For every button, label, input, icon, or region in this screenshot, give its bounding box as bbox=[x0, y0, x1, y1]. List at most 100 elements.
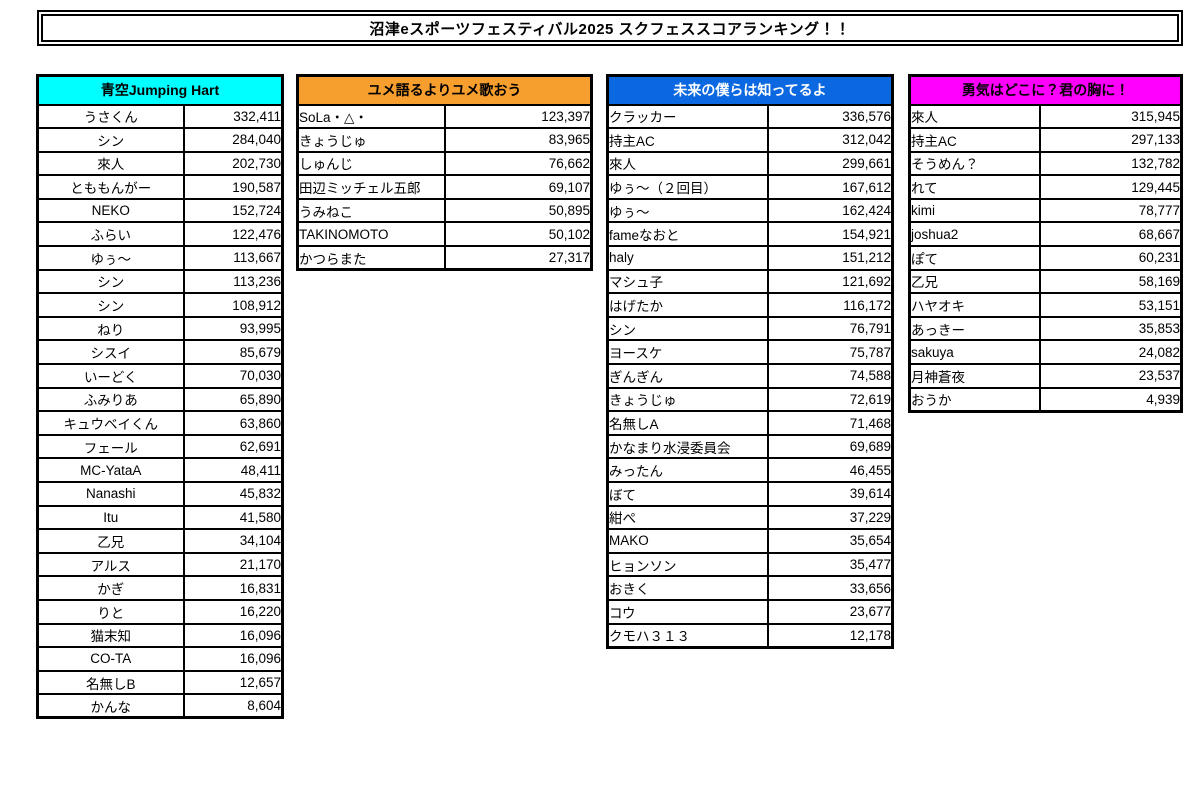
score-row: ハヤオキ 53,151 bbox=[908, 292, 1183, 318]
player-name-cell: シン bbox=[36, 292, 185, 318]
score-row: ぽて 60,231 bbox=[908, 245, 1183, 271]
player-name-cell: kimi bbox=[908, 197, 1041, 224]
score-row: フェール 62,691 bbox=[36, 433, 284, 460]
player-score-cell: 76,662 bbox=[443, 150, 593, 177]
player-name-cell: MAKO bbox=[606, 528, 769, 554]
score-row: 月神蒼夜 23,537 bbox=[908, 363, 1183, 389]
score-row: キュウベイくん 63,860 bbox=[36, 410, 284, 436]
player-name-cell: ゆぅ～（２回目） bbox=[606, 174, 769, 200]
score-row: ゆぅ～（２回目） 167,612 bbox=[606, 174, 894, 200]
score-row: そうめん？ 132,782 bbox=[908, 150, 1183, 177]
player-score-cell: 53,151 bbox=[1038, 292, 1183, 318]
page-title: 沼津eスポーツフェスティバル2025 スクフェススコアランキング！！ bbox=[369, 20, 851, 38]
player-score-cell: 35,477 bbox=[766, 551, 894, 578]
player-name-cell: 持主AC bbox=[606, 127, 769, 153]
score-row: ねり 93,995 bbox=[36, 315, 284, 342]
player-score-cell: 41,580 bbox=[182, 504, 284, 531]
player-name-cell: かつらまた bbox=[296, 245, 446, 271]
player-score-cell: 12,178 bbox=[766, 622, 894, 649]
song-title-header: ユメ語るよりユメ歌おう bbox=[296, 74, 593, 106]
player-name-cell: 乙兄 bbox=[36, 528, 185, 554]
player-score-cell: 315,945 bbox=[1038, 103, 1183, 130]
score-row: CO-TA 16,096 bbox=[36, 646, 284, 672]
score-row: 名無しA 71,468 bbox=[606, 410, 894, 436]
score-row: マシュ子 121,692 bbox=[606, 268, 894, 295]
player-name-cell: 持主AC bbox=[908, 127, 1041, 153]
score-row: 名無しB 12,657 bbox=[36, 669, 284, 696]
player-score-cell: 16,096 bbox=[182, 622, 284, 649]
score-row: 來人 202,730 bbox=[36, 150, 284, 177]
player-score-cell: 129,445 bbox=[1038, 174, 1183, 200]
score-rows: SoLa・△・ 123,397 きょうじゅ 83,965 しゅんじ 76,662 田辺ミッチ… bbox=[296, 103, 593, 271]
player-score-cell: 202,730 bbox=[182, 150, 284, 177]
score-row: みったん 46,455 bbox=[606, 457, 894, 483]
score-row: ふらい 122,476 bbox=[36, 221, 284, 248]
player-score-cell: 37,229 bbox=[766, 504, 894, 531]
player-score-cell: 74,588 bbox=[766, 363, 894, 389]
score-row: かんな 8,604 bbox=[36, 693, 284, 719]
player-score-cell: 4,939 bbox=[1038, 386, 1183, 413]
song-table-yuuki-wa-doko-ni-kimi-no-mune-ni: 勇気はどこに？君の胸に！ 來人 315,945 持主AC 297,133 そうめん？ 13… bbox=[908, 74, 1183, 413]
player-name-cell: NEKO bbox=[36, 197, 185, 224]
player-score-cell: 162,424 bbox=[766, 197, 894, 224]
player-score-cell: 65,890 bbox=[182, 386, 284, 413]
player-name-cell: マシュ子 bbox=[606, 268, 769, 295]
player-score-cell: 71,468 bbox=[766, 410, 894, 436]
score-row: いーどく 70,030 bbox=[36, 363, 284, 389]
player-name-cell: MC-YataA bbox=[36, 457, 185, 483]
score-row: ぎんぎん 74,588 bbox=[606, 363, 894, 389]
song-title-header: 未来の僕らは知ってるよ bbox=[606, 74, 894, 106]
song-title-header: 勇気はどこに？君の胸に！ bbox=[908, 74, 1183, 106]
score-row: シン 76,791 bbox=[606, 315, 894, 342]
player-name-cell: 來人 bbox=[606, 150, 769, 177]
player-score-cell: 69,689 bbox=[766, 433, 894, 460]
score-row: 來人 315,945 bbox=[908, 103, 1183, 130]
player-score-cell: 45,832 bbox=[182, 481, 284, 507]
player-score-cell: 27,317 bbox=[443, 245, 593, 271]
player-score-cell: 121,692 bbox=[766, 268, 894, 295]
score-row: かぎ 16,831 bbox=[36, 575, 284, 601]
player-score-cell: 116,172 bbox=[766, 292, 894, 318]
player-score-cell: 69,107 bbox=[443, 174, 593, 200]
player-name-cell: ぼて bbox=[606, 481, 769, 507]
player-name-cell: いーどく bbox=[36, 363, 185, 389]
score-row: 乙兄 58,169 bbox=[908, 268, 1183, 295]
player-name-cell: りと bbox=[36, 598, 185, 625]
player-score-cell: 284,040 bbox=[182, 127, 284, 153]
player-score-cell: 152,724 bbox=[182, 197, 284, 224]
player-score-cell: 16,831 bbox=[182, 575, 284, 601]
player-name-cell: シン bbox=[36, 268, 185, 295]
score-row: MAKO 35,654 bbox=[606, 528, 894, 554]
player-name-cell: クモハ３１３ bbox=[606, 622, 769, 649]
player-score-cell: 34,104 bbox=[182, 528, 284, 554]
player-name-cell: うみねこ bbox=[296, 197, 446, 224]
player-name-cell: ぽて bbox=[908, 245, 1041, 271]
player-score-cell: 332,411 bbox=[182, 103, 284, 130]
player-score-cell: 336,576 bbox=[766, 103, 894, 130]
player-score-cell: 299,661 bbox=[766, 150, 894, 177]
score-row: fameなおと 154,921 bbox=[606, 221, 894, 248]
score-row: 田辺ミッチェル五郎 69,107 bbox=[296, 174, 593, 200]
song-title-header: 青空Jumping Hart bbox=[36, 74, 284, 106]
player-name-cell: シン bbox=[36, 127, 185, 153]
player-name-cell: fameなおと bbox=[606, 221, 769, 248]
player-score-cell: 16,220 bbox=[182, 598, 284, 625]
score-row: kimi 78,777 bbox=[908, 197, 1183, 224]
score-row: きょうじゅ 83,965 bbox=[296, 127, 593, 153]
score-row: ゆぅ～ 113,667 bbox=[36, 245, 284, 271]
player-name-cell: ゆぅ～ bbox=[36, 245, 185, 271]
player-name-cell: はげたか bbox=[606, 292, 769, 318]
table-header-row: 青空Jumping Hart bbox=[36, 74, 284, 106]
score-row: 來人 299,661 bbox=[606, 150, 894, 177]
score-row: ゆぅ～ 162,424 bbox=[606, 197, 894, 224]
player-name-cell: sakuya bbox=[908, 339, 1041, 366]
player-name-cell: クラッカー bbox=[606, 103, 769, 130]
player-score-cell: 108,912 bbox=[182, 292, 284, 318]
player-name-cell: 紺ぺ bbox=[606, 504, 769, 531]
player-score-cell: 21,170 bbox=[182, 551, 284, 578]
score-row: おきく 33,656 bbox=[606, 575, 894, 601]
score-row: あっきー 35,853 bbox=[908, 315, 1183, 342]
player-score-cell: 83,965 bbox=[443, 127, 593, 153]
player-score-cell: 35,654 bbox=[766, 528, 894, 554]
